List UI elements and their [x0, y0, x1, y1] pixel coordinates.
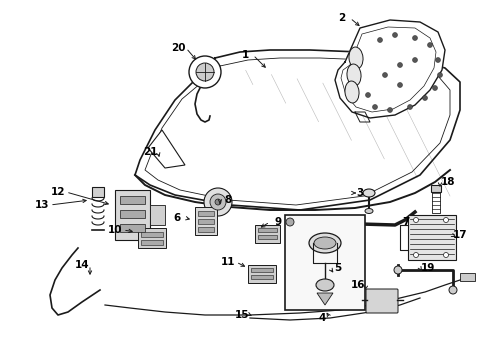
- Bar: [141, 232, 163, 237]
- Bar: [254, 225, 280, 243]
- Ellipse shape: [308, 233, 340, 253]
- Circle shape: [189, 56, 221, 88]
- FancyBboxPatch shape: [365, 289, 397, 313]
- Circle shape: [377, 37, 382, 42]
- Text: 10: 10: [107, 225, 122, 235]
- Text: 3: 3: [356, 188, 363, 198]
- Text: 6: 6: [173, 213, 180, 223]
- Ellipse shape: [313, 237, 335, 249]
- Circle shape: [392, 32, 397, 37]
- Circle shape: [386, 108, 392, 112]
- Text: 18: 18: [440, 177, 454, 187]
- Text: 8: 8: [224, 195, 231, 205]
- Circle shape: [413, 252, 418, 257]
- Circle shape: [407, 104, 412, 109]
- Circle shape: [437, 72, 442, 77]
- Ellipse shape: [346, 64, 360, 86]
- Bar: [120, 210, 145, 218]
- Ellipse shape: [348, 47, 362, 69]
- Bar: [198, 227, 214, 232]
- Bar: [250, 275, 272, 279]
- Circle shape: [413, 217, 418, 222]
- Bar: [247, 265, 275, 283]
- Text: 7: 7: [402, 217, 409, 227]
- Circle shape: [382, 72, 386, 77]
- Ellipse shape: [362, 189, 374, 197]
- Circle shape: [422, 95, 427, 100]
- Circle shape: [397, 63, 402, 68]
- Polygon shape: [148, 130, 184, 168]
- Bar: [120, 196, 145, 204]
- Text: 20: 20: [170, 43, 185, 53]
- Circle shape: [431, 85, 437, 90]
- Circle shape: [443, 217, 447, 222]
- Text: 16: 16: [350, 280, 365, 290]
- Ellipse shape: [315, 279, 333, 291]
- Text: 2: 2: [338, 13, 345, 23]
- Bar: [459, 273, 474, 281]
- Bar: [258, 235, 276, 239]
- Text: 21: 21: [142, 147, 157, 157]
- Text: 5: 5: [334, 263, 341, 273]
- Circle shape: [209, 194, 225, 210]
- Circle shape: [412, 58, 417, 63]
- Bar: [195, 207, 217, 235]
- Polygon shape: [316, 293, 332, 305]
- Circle shape: [285, 218, 293, 226]
- Ellipse shape: [364, 208, 372, 213]
- Text: 14: 14: [75, 260, 89, 270]
- Text: 13: 13: [35, 200, 49, 210]
- Polygon shape: [334, 20, 444, 118]
- Circle shape: [435, 58, 440, 63]
- Text: 1: 1: [241, 50, 248, 60]
- Text: 4: 4: [318, 313, 325, 323]
- Circle shape: [372, 104, 377, 109]
- Text: 17: 17: [452, 230, 467, 240]
- Circle shape: [448, 286, 456, 294]
- Text: 11: 11: [220, 257, 235, 267]
- Bar: [198, 211, 214, 216]
- Circle shape: [412, 36, 417, 40]
- Bar: [138, 228, 165, 248]
- Bar: [407, 215, 455, 260]
- Circle shape: [215, 199, 221, 205]
- Circle shape: [203, 188, 231, 216]
- Circle shape: [365, 93, 370, 98]
- Bar: [198, 219, 214, 224]
- Bar: [258, 228, 276, 232]
- Bar: [285, 215, 364, 310]
- FancyBboxPatch shape: [115, 190, 150, 240]
- Bar: [120, 224, 145, 232]
- Circle shape: [397, 82, 402, 87]
- Circle shape: [196, 63, 214, 81]
- Text: 15: 15: [234, 310, 249, 320]
- Bar: [430, 185, 440, 192]
- Text: 19: 19: [420, 263, 434, 273]
- Ellipse shape: [344, 81, 358, 103]
- Text: 9: 9: [274, 217, 281, 227]
- Bar: [141, 240, 163, 245]
- Circle shape: [393, 266, 401, 274]
- Bar: [250, 268, 272, 272]
- Bar: [150, 205, 164, 225]
- Bar: [92, 187, 104, 197]
- Circle shape: [443, 252, 447, 257]
- Text: 12: 12: [51, 187, 65, 197]
- Circle shape: [427, 42, 431, 48]
